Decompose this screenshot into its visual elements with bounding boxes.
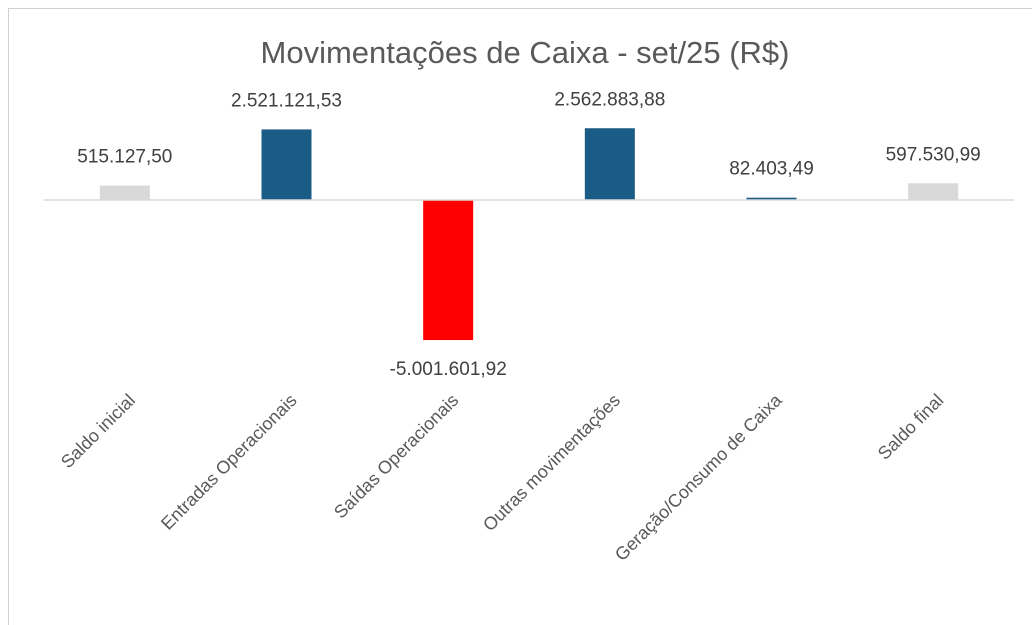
chart-title: Movimentações de Caixa - set/25 (R$) xyxy=(261,35,790,70)
bar xyxy=(584,128,635,200)
bar xyxy=(423,200,474,341)
bar xyxy=(908,183,959,200)
value-label: 82.403,49 xyxy=(729,159,814,180)
value-label: 515.127,50 xyxy=(77,147,172,168)
value-label: -5.001.601,92 xyxy=(390,359,507,380)
bar xyxy=(261,129,312,200)
value-label: 2.521.121,53 xyxy=(231,90,342,111)
bar xyxy=(99,185,150,200)
value-label: 597.530,99 xyxy=(886,144,981,165)
chart-frame xyxy=(8,8,1032,625)
bar xyxy=(746,197,797,200)
value-label: 2.562.883,88 xyxy=(554,89,665,110)
